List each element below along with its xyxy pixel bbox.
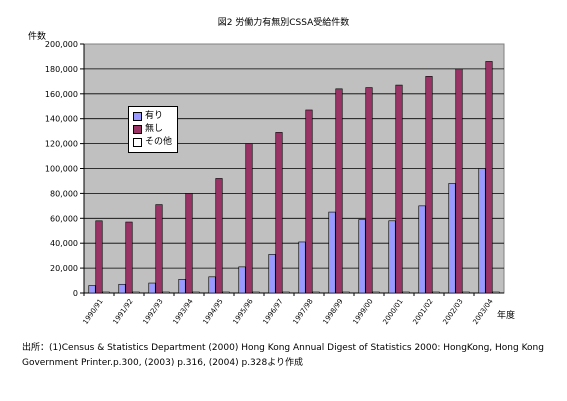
x-tick-label: 1991/92	[111, 298, 134, 326]
legend-label-series-3: その他	[145, 137, 173, 147]
bar-series-1	[418, 205, 426, 294]
bar-series-1	[478, 168, 486, 294]
y-axis-label: 件数	[28, 32, 47, 42]
x-tick-label: 2003/04	[471, 297, 495, 326]
legend-item-series-3: その他	[133, 136, 172, 149]
y-tick-label: 200,000	[45, 40, 78, 49]
bar-series-1	[328, 211, 336, 294]
x-tick-label: 1999/00	[351, 298, 374, 326]
x-tick-label: 1993/94	[171, 297, 195, 326]
legend-label-series-1: 有り	[145, 111, 164, 121]
bar-series-2	[365, 87, 373, 294]
legend-item-series-1: 有り	[133, 110, 172, 123]
x-tick-label: 2000/01	[381, 298, 404, 326]
bar-series-2	[185, 193, 193, 294]
bar-series-2	[155, 204, 163, 294]
bar-series-1	[118, 283, 126, 294]
legend-swatch-series-3	[133, 138, 142, 147]
x-tick-label: 2001/02	[411, 298, 434, 326]
x-tick-label: 1992/93	[141, 298, 164, 326]
bar-series-2	[215, 178, 223, 294]
bar-series-3	[282, 291, 290, 294]
bar-series-3	[312, 291, 320, 294]
legend-swatch-series-2	[133, 125, 142, 134]
bar-series-3	[492, 291, 500, 294]
x-axis-label: 年度	[497, 311, 516, 321]
bar-series-2	[335, 88, 343, 294]
x-tick-label: 1994/95	[201, 298, 224, 326]
bar-series-3	[192, 291, 200, 294]
bar-series-1	[268, 254, 276, 294]
bar-series-2	[455, 68, 463, 294]
bar-series-2	[125, 221, 133, 294]
bar-series-1	[208, 276, 216, 294]
source-note: 出所：(1)Census & Statistics Department (20…	[22, 343, 544, 368]
bar-series-3	[102, 291, 110, 294]
chart-title: 図2 労働力有無別CSSA受給件数	[217, 18, 350, 28]
y-tick-label: 180,000	[45, 65, 78, 74]
legend-label-series-2: 無し	[145, 124, 164, 134]
bar-series-3	[222, 291, 230, 294]
bar-series-2	[485, 61, 493, 294]
bar-series-3	[252, 291, 260, 294]
y-tick-label: 80,000	[50, 189, 78, 198]
bar-series-1	[448, 183, 456, 294]
bar-series-3	[162, 291, 170, 294]
y-tick-label: 20,000	[50, 264, 78, 273]
y-tick-label: 160,000	[45, 90, 78, 99]
bar-series-3	[432, 291, 440, 294]
bar-series-2	[245, 143, 253, 294]
x-tick-label: 1996/97	[261, 298, 284, 326]
x-tick-label: 2002/03	[441, 298, 464, 326]
y-tick-label: 120,000	[45, 140, 78, 149]
x-tick-label: 1997/98	[291, 298, 314, 326]
bar-series-1	[148, 282, 156, 294]
chart-legend: 有り 無し その他	[128, 106, 179, 153]
bar-series-2	[95, 220, 103, 294]
bar-series-2	[275, 132, 283, 294]
bar-series-3	[342, 291, 350, 294]
y-tick-label: 60,000	[50, 214, 78, 223]
bar-series-2	[305, 109, 313, 294]
y-tick-label: 100,000	[45, 165, 78, 174]
bar-series-1	[238, 266, 246, 294]
bar-series-1	[358, 219, 366, 294]
y-tick-label: 40,000	[50, 239, 78, 248]
bar-series-3	[402, 291, 410, 294]
y-tick-label: 0	[73, 289, 78, 298]
bar-series-1	[88, 285, 96, 294]
bar-series-1	[388, 220, 396, 294]
bar-series-3	[462, 291, 470, 294]
bar-series-3	[132, 291, 140, 294]
bar-series-1	[298, 241, 306, 294]
bar-series-3	[372, 291, 380, 294]
legend-item-series-2: 無し	[133, 123, 172, 136]
y-tick-label: 140,000	[45, 115, 78, 124]
x-tick-label: 1995/96	[231, 297, 255, 326]
bar-series-1	[178, 279, 186, 294]
x-tick-label: 1998/99	[321, 298, 344, 326]
bar-series-2	[395, 84, 403, 294]
bar-series-2	[425, 76, 433, 294]
x-tick-label: 1990/91	[81, 298, 104, 326]
legend-swatch-series-1	[133, 112, 142, 121]
